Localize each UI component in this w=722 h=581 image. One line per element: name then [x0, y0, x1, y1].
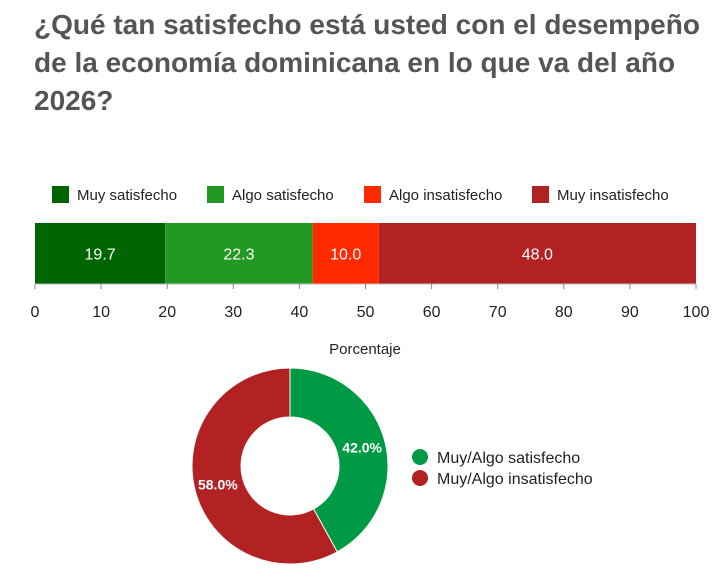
- x-tick-label: 20: [158, 304, 176, 321]
- bar-segment-algo-insatisfecho: [312, 223, 379, 284]
- legend-swatch: [532, 186, 549, 203]
- data-label-muy-insatisfecho: 48.0: [522, 247, 553, 264]
- bar-segment-muy-satisfecho: [35, 223, 166, 284]
- slice-label-muy-algo-satisfecho: 42.0%: [342, 439, 382, 455]
- donut-slice-muy-algo-satisfecho: [289, 367, 389, 553]
- x-tick-label: 70: [489, 304, 507, 321]
- donut-chart: 42.0% 58.0%: [191, 367, 389, 565]
- x-tick-label: 10: [92, 304, 110, 321]
- legend-label: Muy insatisfecho: [557, 187, 669, 204]
- legend-item-muy-insatisfecho: Muy insatisfecho: [532, 186, 669, 204]
- slice-label-muy-algo-insatisfecho: 58.0%: [198, 477, 238, 493]
- pie-legend: Muy/Algo satisfecho Muy/Algo insatisfecho: [412, 449, 593, 488]
- data-label-muy-satisfecho: 19.7: [85, 247, 116, 264]
- legend-label: Muy/Algo insatisfecho: [437, 471, 593, 488]
- x-tick-label: 40: [291, 304, 309, 321]
- legend-swatch: [52, 186, 69, 203]
- legend-item-muy-satisfecho: Muy satisfecho: [52, 186, 177, 204]
- legend-swatch: [412, 449, 428, 465]
- data-label-algo-insatisfecho: 10.0: [330, 247, 361, 264]
- x-tick-label: 80: [555, 304, 573, 321]
- x-tick-label: 30: [224, 304, 242, 321]
- legend-item-algo-satisfecho: Algo satisfecho: [207, 186, 334, 204]
- legend-label: Algo satisfecho: [232, 187, 334, 204]
- x-tick-label: 0: [31, 304, 40, 321]
- legend-label: Algo insatisfecho: [389, 187, 502, 204]
- legend-item-algo-insatisfecho: Algo insatisfecho: [364, 186, 502, 204]
- x-tick-label: 60: [423, 304, 441, 321]
- legend-swatch: [364, 186, 381, 203]
- legend-swatch: [207, 186, 224, 203]
- x-tick-label: 90: [621, 304, 639, 321]
- x-tick-label: 100: [683, 304, 710, 321]
- legend-label: Muy/Algo satisfecho: [437, 450, 580, 467]
- legend-item-muy-algo-satisfecho: Muy/Algo satisfecho: [412, 449, 580, 467]
- stacked-bar: 19.7 22.3 10.0 48.0: [35, 223, 696, 284]
- x-axis: 0 10 20 30 40 50 60 70 80 90 100: [31, 283, 710, 321]
- x-axis-label: Porcentaje: [329, 341, 401, 358]
- bar-legend: Muy satisfecho Algo satisfecho Algo insati…: [52, 186, 669, 204]
- legend-item-muy-algo-insatisfecho: Muy/Algo insatisfecho: [412, 470, 593, 488]
- bar-segment-algo-satisfecho: [165, 223, 313, 284]
- data-label-algo-satisfecho: 22.3: [223, 247, 254, 264]
- bar-segment-muy-insatisfecho: [378, 223, 696, 284]
- donut-slice-muy-algo-insatisfecho: [191, 367, 338, 565]
- x-tick-label: 50: [357, 304, 375, 321]
- legend-swatch: [412, 470, 428, 486]
- chart-title: ¿Qué tan satisfecho está usted con el de…: [34, 9, 700, 116]
- legend-label: Muy satisfecho: [77, 187, 177, 204]
